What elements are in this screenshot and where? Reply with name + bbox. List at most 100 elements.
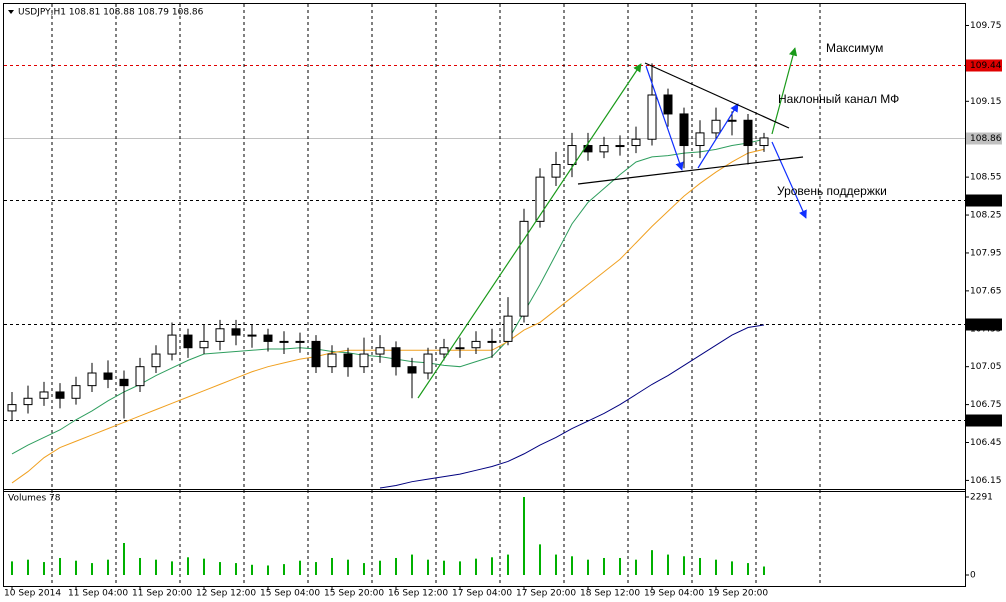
x-tick-label: 19 Sep 20:00 [708, 589, 768, 599]
breakout-arrow [771, 47, 798, 135]
x-tick-label: 11 Sep 20:00 [132, 589, 192, 599]
candle-body [87, 372, 97, 387]
level-label: 109.44 [970, 61, 1002, 71]
channel-line [644, 62, 790, 129]
candle-body [151, 353, 161, 368]
candle-body [71, 385, 81, 399]
x-tick-label: 12 Sep 12:00 [196, 589, 256, 599]
candle-body [103, 372, 113, 380]
wave-arrow [645, 65, 684, 171]
candle-body [199, 340, 209, 349]
candle-body [359, 353, 369, 368]
y-tick-label: 109.15 [970, 97, 1002, 107]
candle-body [519, 220, 529, 317]
candle-body [615, 145, 625, 148]
candle-body [439, 347, 449, 355]
candle-body [455, 347, 465, 350]
candle-body [247, 334, 257, 337]
frame [3, 3, 966, 587]
y-tick-label: 106.45 [970, 438, 1002, 448]
x-tick-label: 19 Sep 04:00 [644, 589, 704, 599]
plot [7, 63, 769, 575]
grid [4, 24, 969, 576]
y-tick-label: 109.75 [970, 21, 1002, 31]
breakdown-arrow [771, 141, 807, 219]
candle-body [183, 334, 193, 349]
trend-arrow [417, 63, 642, 399]
annotation: Наклонный канал МФ [778, 92, 899, 106]
chart-frame [3, 3, 966, 587]
candle-body [39, 391, 49, 399]
candle-body [135, 366, 145, 387]
candle-body [679, 113, 689, 147]
level-label-bg [966, 414, 1002, 427]
candle-body [423, 353, 433, 374]
level-label: 108.37 [970, 196, 1002, 206]
x-tick-label: 16 Sep 12:00 [388, 589, 448, 599]
y-tick-label: 107.95 [970, 248, 1002, 258]
x-tick-label: 15 Sep 04:00 [260, 589, 320, 599]
candle-body [215, 328, 225, 342]
candle-body [663, 94, 673, 115]
candle-body [647, 94, 657, 140]
level-label-bg [966, 194, 1002, 207]
x-tick-label: 17 Sep 04:00 [452, 589, 512, 599]
y-tick-label: 107.05 [970, 362, 1002, 372]
x-tick-label: 18 Sep 12:00 [580, 589, 640, 599]
candle-body [407, 366, 417, 374]
y-tick-label: 106.75 [970, 400, 1002, 410]
x-tick-label: 10 Sep 2014 [4, 589, 61, 599]
candle-body [263, 334, 273, 342]
candle-body [599, 145, 609, 153]
candle-body [551, 163, 561, 178]
y-tick-label: 108.55 [970, 173, 1002, 183]
indicator-line [11, 148, 765, 484]
candle-body [567, 145, 577, 165]
candle-body [231, 328, 241, 336]
candle-body [711, 119, 721, 134]
candle-body [23, 397, 33, 406]
candle-body [375, 347, 385, 355]
y-tick-label: 107.65 [970, 286, 1002, 296]
candle-body [759, 137, 769, 147]
candle-body [167, 334, 177, 355]
level-label-bg [966, 318, 1002, 331]
candle-body [7, 404, 17, 412]
candle-body [583, 145, 593, 153]
wave-arrow [697, 103, 739, 169]
candle-body [391, 347, 401, 368]
level-label: 107.39 [970, 320, 1002, 330]
candle-body [727, 119, 737, 122]
annotation: Уровень поддержки [777, 184, 887, 198]
candle-body [279, 340, 289, 343]
indicator-line [379, 324, 765, 489]
channel-line [577, 156, 804, 185]
candle-body [311, 340, 321, 368]
candle-body [327, 353, 337, 368]
candle-body [535, 176, 545, 222]
y-tick-label: 108.25 [970, 211, 1002, 221]
chart-title: USDJPY,H1 108.81 108.88 108.79 108.86 [18, 8, 204, 18]
candle-body [471, 340, 481, 349]
candle-body [295, 340, 305, 343]
drawings [417, 47, 807, 399]
menu-icon[interactable] [8, 10, 14, 14]
candle-body [343, 353, 353, 368]
volume-tick-label: 2291 [970, 493, 993, 503]
x-tick-label: 11 Sep 04:00 [68, 589, 128, 599]
level-label-bg [966, 59, 1002, 72]
level-label-bg [966, 132, 1002, 145]
candle-body [119, 378, 129, 387]
volume-title: Volumes 78 [8, 494, 61, 504]
level-label: 106.63 [970, 416, 1002, 426]
candle-body [487, 340, 497, 343]
candle-body [631, 138, 641, 147]
level-label: 108.86 [970, 134, 1002, 144]
vertical-grid [51, 4, 821, 586]
annotation: Максимум [826, 41, 883, 55]
candle-body [695, 132, 705, 147]
volume-tick-label: 0 [970, 571, 976, 581]
x-tick-label: 17 Sep 20:00 [516, 589, 576, 599]
